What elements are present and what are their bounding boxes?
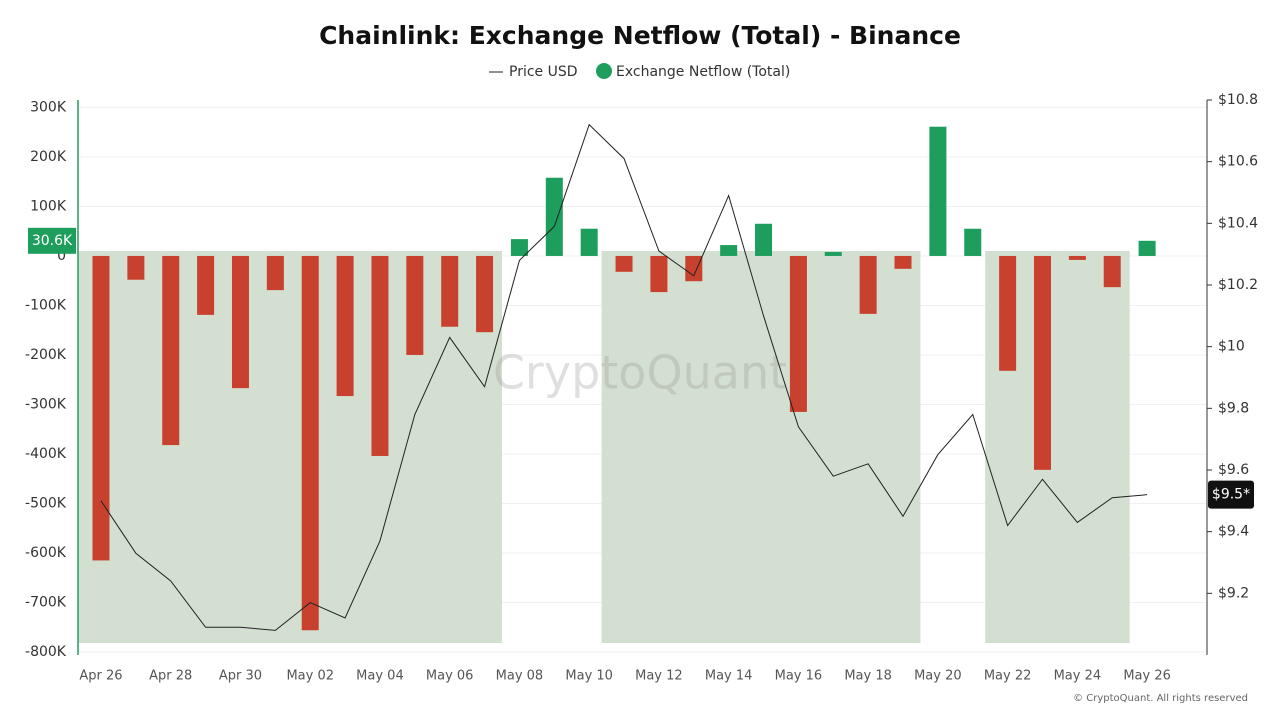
bar xyxy=(615,255,633,272)
x-tick-label: May 14 xyxy=(705,669,753,684)
bar xyxy=(92,255,110,561)
bar xyxy=(929,126,947,256)
bar xyxy=(1068,255,1086,260)
y-tick-label: -100K xyxy=(25,297,67,313)
y-tick-label: 300K xyxy=(30,99,67,115)
x-tick-label: May 22 xyxy=(984,669,1032,684)
y2-tick-label: $9.6 xyxy=(1218,462,1249,478)
legend-label[interactable]: Price USD xyxy=(509,64,578,80)
y2-tick-label: $10 xyxy=(1218,339,1245,355)
bar xyxy=(336,255,354,397)
bar xyxy=(406,255,424,355)
y2-tick-label: $9.8 xyxy=(1218,400,1249,416)
y2-tick-label: $9.4 xyxy=(1218,524,1249,540)
legend-dot-icon xyxy=(596,63,612,79)
bar xyxy=(127,255,145,280)
bar xyxy=(859,255,877,314)
bar xyxy=(545,177,563,256)
bar xyxy=(824,251,842,256)
bar xyxy=(371,255,389,456)
y-tick-label: 200K xyxy=(30,149,67,165)
x-tick-label: May 24 xyxy=(1054,669,1102,684)
x-tick-label: May 20 xyxy=(914,669,962,684)
bar xyxy=(720,245,738,256)
bar xyxy=(999,255,1017,371)
y-tick-label: -600K xyxy=(25,545,67,561)
bar xyxy=(1103,255,1121,288)
bar xyxy=(685,255,703,282)
x-tick-label: May 16 xyxy=(775,669,823,684)
watermark: CryptoQuant xyxy=(493,346,787,400)
bar xyxy=(894,255,912,269)
bar xyxy=(755,223,773,256)
y2-tick-label: $10.6 xyxy=(1218,154,1258,170)
x-tick-label: May 06 xyxy=(426,669,474,684)
y2-tick-label: $9.2 xyxy=(1218,585,1249,601)
bar xyxy=(650,255,668,293)
price-line xyxy=(100,123,1148,631)
bar xyxy=(789,255,807,412)
bar xyxy=(231,255,249,389)
bar xyxy=(162,255,180,446)
x-tick-label: Apr 28 xyxy=(149,669,192,684)
y-tick-label: -300K xyxy=(25,396,67,412)
bar xyxy=(1138,240,1156,256)
bar xyxy=(964,228,982,256)
x-tick-label: May 10 xyxy=(565,669,613,684)
bar xyxy=(580,228,598,256)
current-badge xyxy=(1208,480,1254,509)
y-tick-label: 100K xyxy=(30,198,67,214)
y-tick-label: 0 xyxy=(57,248,66,264)
current-badge xyxy=(28,227,76,254)
bar xyxy=(441,255,459,327)
x-tick-label: May 02 xyxy=(286,669,334,684)
footer: © CryptoQuant. All rights reserved xyxy=(1073,693,1248,704)
current-label: $9.5* xyxy=(1212,487,1250,503)
x-tick-label: Apr 26 xyxy=(79,669,122,684)
bar xyxy=(1033,255,1051,470)
x-tick-label: May 12 xyxy=(635,669,683,684)
x-tick-label: May 26 xyxy=(1123,669,1171,684)
bar xyxy=(301,255,319,631)
bar xyxy=(510,239,528,256)
y-tick-label: -200K xyxy=(25,347,67,363)
x-tick-label: May 08 xyxy=(496,669,544,684)
y-tick-label: -400K xyxy=(25,446,67,462)
chart-title: Chainlink: Exchange Netflow (Total) - Bi… xyxy=(319,21,961,50)
legend-label[interactable]: Exchange Netflow (Total) xyxy=(616,64,790,80)
y-tick-label: -700K xyxy=(25,595,67,611)
y-tick-label: -500K xyxy=(25,496,67,512)
shaded-range xyxy=(78,250,503,643)
bar xyxy=(197,255,215,315)
x-tick-label: May 04 xyxy=(356,669,404,684)
y-tick-label: -800K xyxy=(25,644,67,660)
bar xyxy=(266,255,284,291)
x-tick-label: Apr 30 xyxy=(219,669,262,684)
y2-tick-label: $10.4 xyxy=(1218,215,1258,231)
shaded-range xyxy=(601,250,921,643)
current-label: 30.6K xyxy=(32,233,73,249)
x-tick-label: May 18 xyxy=(844,669,892,684)
y2-tick-label: $10.2 xyxy=(1218,277,1258,293)
bar xyxy=(476,255,494,333)
y2-tick-label: $10.8 xyxy=(1218,92,1258,108)
